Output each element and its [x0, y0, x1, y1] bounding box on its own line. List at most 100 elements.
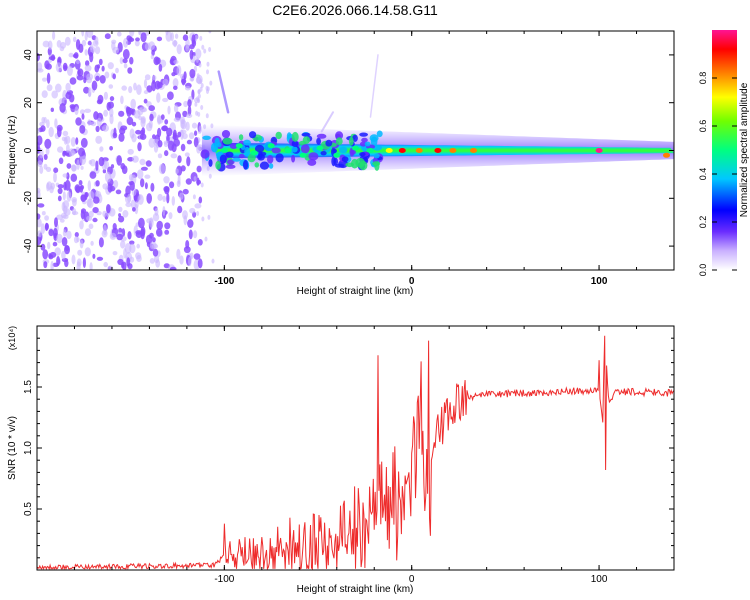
- noise-speckle: [104, 171, 112, 183]
- noise-speckle: [41, 211, 46, 216]
- signal-blob: [302, 136, 311, 144]
- noise-speckle: [125, 202, 132, 208]
- noise-speckle: [121, 85, 127, 91]
- noise-speckle: [180, 165, 186, 172]
- noise-speckle: [153, 56, 160, 66]
- noise-speckle: [173, 85, 178, 91]
- noise-speckle: [158, 63, 163, 72]
- noise-speckle: [112, 46, 120, 54]
- noise-speckle: [76, 159, 80, 170]
- noise-speckle: [146, 193, 152, 204]
- spectrogram-plot-area: [37, 31, 674, 270]
- noise-speckle: [62, 191, 66, 201]
- signal-blob: [359, 152, 366, 157]
- noise-speckle: [72, 53, 78, 59]
- colorbar-tick-label: 0.4: [698, 168, 708, 181]
- noise-speckle: [57, 127, 62, 138]
- signal-blob: [244, 146, 251, 157]
- noise-speckle: [47, 40, 53, 50]
- noise-speckle: [194, 101, 198, 107]
- noise-speckle: [129, 180, 135, 191]
- noise-speckle: [123, 37, 129, 48]
- noise-speckle: [148, 120, 153, 129]
- signal-blob: [348, 136, 354, 146]
- x-tick-label: 100: [591, 276, 608, 287]
- noise-speckle: [137, 107, 144, 116]
- noise-speckle: [172, 40, 178, 46]
- signal-blob: [258, 150, 263, 160]
- noise-speckle: [125, 185, 131, 197]
- noise-speckle: [165, 31, 169, 36]
- noise-speckle: [37, 160, 43, 168]
- noise-speckle: [86, 31, 94, 38]
- noise-speckle: [127, 193, 132, 203]
- signal-band: [200, 124, 674, 177]
- noise-speckle: [192, 194, 196, 200]
- signal-blob: [238, 153, 245, 159]
- noise-speckle: [123, 63, 128, 69]
- noise-speckle: [149, 113, 154, 122]
- noise-speckle: [42, 249, 49, 260]
- bright-point: [250, 150, 258, 156]
- noise-speckle: [161, 125, 168, 132]
- noise-speckle: [118, 206, 123, 212]
- noise-speckle: [48, 56, 56, 61]
- noise-speckle: [137, 169, 144, 180]
- noise-speckle: [98, 237, 104, 248]
- noise-speckle: [149, 241, 157, 250]
- noise-speckle: [37, 203, 45, 208]
- noise-speckle: [139, 129, 145, 136]
- noise-speckle: [69, 77, 77, 85]
- noise-speckle: [71, 164, 77, 172]
- noise-speckle: [138, 217, 145, 229]
- noise-speckle: [120, 163, 126, 170]
- noise-speckle: [92, 217, 98, 223]
- noise-speckle: [191, 39, 197, 47]
- noise-speckle: [194, 130, 198, 136]
- noise-speckle: [171, 72, 176, 77]
- noise-speckle: [62, 130, 69, 137]
- signal-blob: [208, 159, 213, 167]
- noise-speckle: [89, 52, 94, 63]
- noise-speckle: [74, 106, 79, 116]
- noise-speckle: [197, 239, 203, 246]
- noise-speckle: [155, 259, 161, 268]
- signal-blob: [216, 142, 222, 148]
- signal-blob: [316, 133, 327, 139]
- noise-speckle: [158, 163, 166, 175]
- noise-speckle: [136, 255, 142, 262]
- noise-speckle: [205, 113, 209, 119]
- noise-speckle: [65, 92, 72, 100]
- bright-point: [663, 152, 670, 158]
- noise-speckle: [126, 35, 132, 41]
- noise-speckle: [136, 243, 140, 249]
- noise-speckle: [170, 153, 178, 159]
- signal-blob: [271, 147, 281, 154]
- bright-point: [299, 152, 307, 158]
- noise-speckle: [109, 232, 117, 240]
- noise-speckle: [130, 98, 136, 110]
- y-tick-label: 20: [23, 97, 34, 109]
- noise-speckle: [97, 94, 104, 104]
- noise-speckle: [98, 156, 105, 167]
- noise-speckle: [204, 236, 208, 242]
- signal-blob: [200, 149, 210, 159]
- noise-speckle: [55, 83, 62, 93]
- noise-speckle: [63, 65, 68, 70]
- noise-speckle: [156, 220, 163, 230]
- noise-speckle: [185, 113, 193, 119]
- signal-blob: [320, 151, 327, 156]
- signal-blob: [291, 140, 299, 147]
- noise-speckle: [156, 92, 161, 103]
- noise-speckle: [188, 132, 195, 140]
- noise-speckle: [88, 210, 94, 218]
- noise-speckle: [37, 190, 41, 199]
- noise-speckle: [146, 85, 153, 93]
- noise-speckle: [87, 198, 94, 209]
- noise-speckle: [116, 233, 123, 241]
- noise-speckle: [73, 236, 79, 244]
- noise-speckle: [206, 61, 210, 67]
- noise-speckle: [118, 227, 123, 233]
- signal-blob: [254, 162, 260, 168]
